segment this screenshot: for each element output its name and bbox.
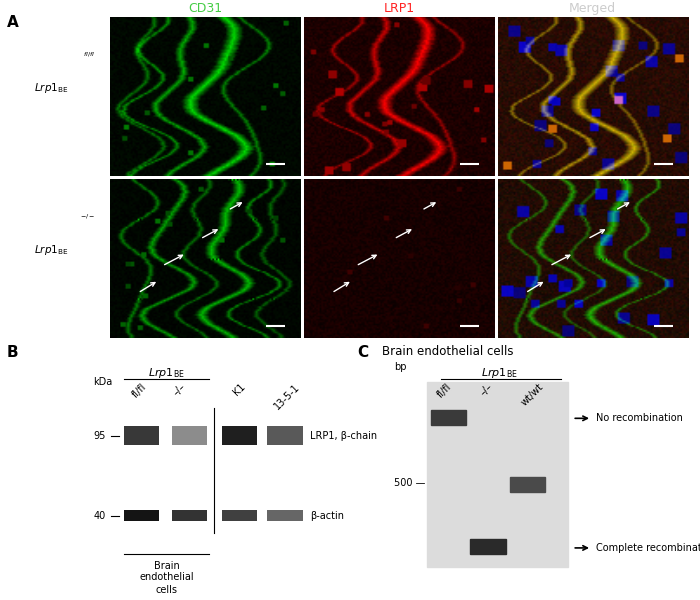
Text: $^{fl/fl}$: $^{fl/fl}$ bbox=[83, 52, 95, 61]
Title: LRP1: LRP1 bbox=[384, 2, 414, 16]
Text: 95: 95 bbox=[94, 431, 106, 440]
Text: –/–: –/– bbox=[172, 382, 188, 398]
Text: K1: K1 bbox=[231, 382, 247, 398]
Bar bbox=[172, 426, 207, 445]
Text: fl/fl: fl/fl bbox=[435, 382, 453, 400]
Text: 40: 40 bbox=[94, 511, 106, 521]
Text: LRP1, β-chain: LRP1, β-chain bbox=[310, 431, 377, 440]
Text: No recombination: No recombination bbox=[596, 413, 682, 424]
Bar bbox=[124, 509, 159, 521]
Text: $^{-/-}$: $^{-/-}$ bbox=[80, 214, 95, 223]
Text: wt/wt: wt/wt bbox=[519, 382, 545, 408]
Text: $\it{Lrp1}$$_{\rm{BE}}$: $\it{Lrp1}$$_{\rm{BE}}$ bbox=[482, 367, 518, 380]
Text: kDa: kDa bbox=[94, 377, 113, 386]
Text: Brain endothelial cells: Brain endothelial cells bbox=[382, 345, 513, 358]
Text: endothelial: endothelial bbox=[139, 572, 194, 581]
Bar bbox=[431, 410, 466, 425]
Bar bbox=[267, 426, 302, 445]
Bar bbox=[124, 426, 159, 445]
Bar bbox=[222, 426, 258, 445]
Text: bp: bp bbox=[394, 362, 407, 372]
Bar bbox=[470, 539, 505, 554]
Text: –/–: –/– bbox=[478, 382, 494, 398]
Text: B: B bbox=[7, 345, 19, 360]
Text: β-actin: β-actin bbox=[310, 511, 344, 521]
Text: C: C bbox=[357, 345, 368, 360]
Bar bbox=[510, 476, 545, 492]
Text: $\it{Lrp1}$$_{\rm{BE}}$: $\it{Lrp1}$$_{\rm{BE}}$ bbox=[34, 81, 69, 95]
Text: $\it{Lrp1}$$_{\rm{BE}}$: $\it{Lrp1}$$_{\rm{BE}}$ bbox=[148, 367, 185, 380]
Bar bbox=[267, 509, 302, 521]
Text: 500 —: 500 — bbox=[394, 478, 426, 488]
Text: $\it{Lrp1}$$_{\rm{BE}}$: $\it{Lrp1}$$_{\rm{BE}}$ bbox=[34, 243, 69, 257]
Text: Brain: Brain bbox=[154, 561, 179, 571]
Text: Complete recombination: Complete recombination bbox=[596, 543, 700, 553]
Text: cells: cells bbox=[155, 584, 178, 595]
Bar bbox=[172, 509, 207, 521]
Bar bbox=[222, 509, 258, 521]
Title: Merged: Merged bbox=[569, 2, 616, 16]
Text: 13-5-1: 13-5-1 bbox=[272, 382, 302, 411]
Title: CD31: CD31 bbox=[188, 2, 223, 16]
Text: fl/fl: fl/fl bbox=[130, 382, 148, 400]
Text: A: A bbox=[7, 15, 19, 30]
